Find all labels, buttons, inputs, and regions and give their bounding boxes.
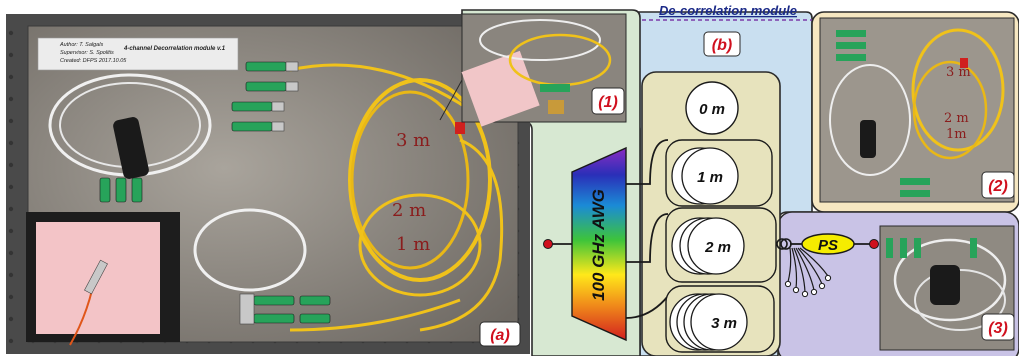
label-2-badge: (2) [981,171,1015,199]
inset2-label-3m: 3 m [946,65,971,80]
photo-inset-3 [879,225,1015,351]
label-3-badge: (3) [981,313,1015,341]
delay-1m: 1 m [665,139,773,207]
fiber-label-3m: 3 m [396,130,430,151]
photo-note-line2: Supervisor: S. Spolitis [60,50,114,56]
ps-fanout-fibers [787,247,829,293]
delay-3m: 3 m [665,285,775,353]
delay-2m-label: 2 m [704,239,731,256]
photo-a [6,14,530,354]
label-1: (1) [598,94,618,111]
photo-note-line3: Created: DFPS 2017.10.05 [60,58,127,64]
label-b: (b) [712,37,732,54]
label-a-badge: (a) [479,321,521,347]
photo-inset-2 [819,17,1015,203]
delay-3m-label: 3 m [711,315,737,332]
label-1-badge: (1) [591,87,625,115]
label-3: (3) [988,320,1008,337]
awg-output-lines [625,139,669,319]
delay-0m: 0 m [685,81,739,135]
photo-note-line1: Author: T. Salgals [59,42,103,48]
label-b-badge: (b) [703,31,741,57]
ps-fanout-ends [784,274,832,298]
label-a: (a) [490,327,510,344]
input-port-dot [543,239,553,249]
fiber-label-1m: 1 m [396,234,430,255]
awg-block [571,146,627,342]
module-title: De-correlation module [659,3,797,18]
inset2-label-1m: 1m [946,127,967,142]
ps-output-port-dot [869,239,879,249]
delay-2m: 2 m [665,207,777,283]
fiber-label-2m: 2 m [392,200,426,221]
delay-0m-label: 0 m [699,101,725,118]
ps-label: PS [818,237,838,254]
inset2-label-2m: 2 m [944,111,969,126]
photo-module-name: 4-channel Decorrelation module v.1 [123,46,226,52]
awg-label: 100 GHz AWG [589,189,608,301]
delay-1m-label: 1 m [697,169,723,186]
photo-inset-1 [461,13,627,127]
label-2: (2) [988,178,1008,195]
